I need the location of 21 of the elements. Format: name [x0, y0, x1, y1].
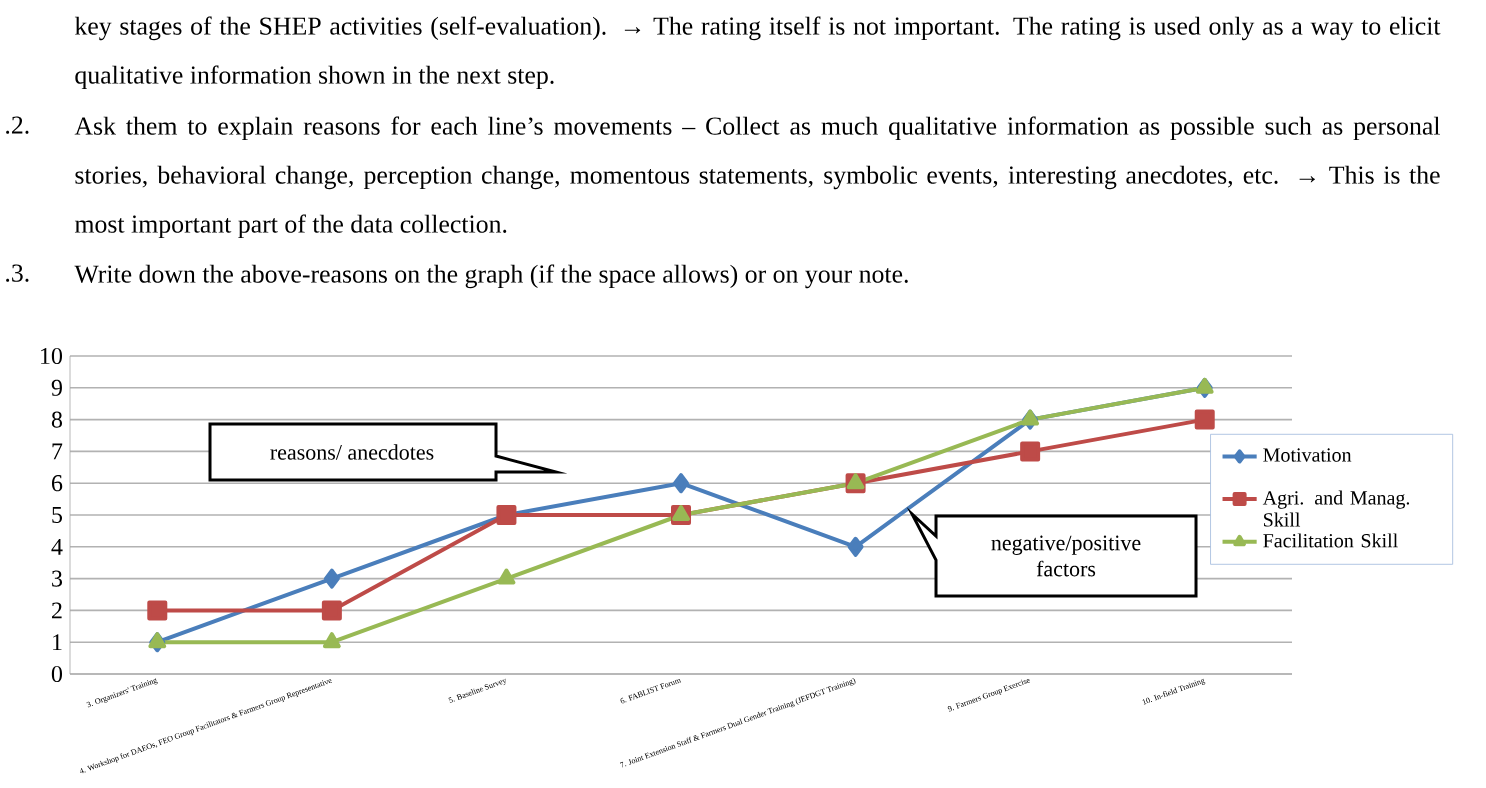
annotation: negative/positive factors: [991, 535, 1141, 577]
legend-label: Agri. and Manag. Skill: [1262, 490, 1410, 527]
y-tick-label: 0: [51, 665, 63, 683]
text: Write down the above-reasons on the graph (if the space allows) or on your note.: [74, 264, 908, 289]
y-tick-label: 9: [51, 379, 62, 396]
y-tick-label: 3: [52, 570, 63, 587]
y-tick-label: 4: [51, 538, 63, 555]
y-tick-label: 1: [53, 634, 62, 651]
text: key stages of the SHEP activities (self-evaluation). → The rating itself is not important. The rating is used only as a way to elicit qualitative information shown in the next step.: [74, 16, 1441, 90]
y-tick-label: 5: [52, 507, 63, 523]
legend-label: Motivation: [1263, 448, 1352, 462]
y-tick-label: 10: [41, 347, 63, 365]
y-tick-label: 2: [52, 602, 62, 619]
y-tick-label: 7: [52, 443, 63, 460]
text: Ask them to explain reasons for each line’s movements – Collect as much qualitative information as possible such as personal stories, behavioral change, perception change, momentous statements, symbolic events, interesting anecdotes, etc. → This is the most important part of the data collection.: [74, 116, 1441, 239]
text: .3.: [6, 264, 29, 282]
y-tick-label: 6: [51, 475, 63, 492]
annotation: reasons/ anecdotes: [270, 444, 434, 460]
legend-label: Facilitation Skill: [1263, 533, 1398, 548]
text: .2.: [6, 116, 29, 134]
y-tick-label: 8: [51, 411, 63, 428]
